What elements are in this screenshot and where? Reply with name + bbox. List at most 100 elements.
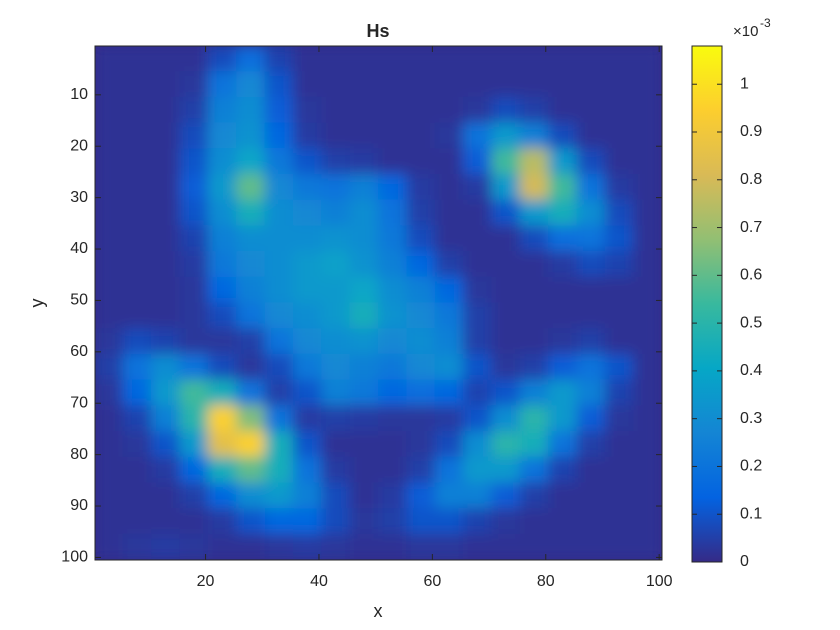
heatmap-cell xyxy=(576,276,606,304)
heatmap-cell xyxy=(604,251,635,278)
heatmap-cell xyxy=(463,328,493,355)
y-tick-label: 60 xyxy=(70,343,88,360)
colorbar-tick-label: 0.7 xyxy=(740,219,762,236)
x-tick-label: 40 xyxy=(310,573,328,590)
heatmap-cell xyxy=(378,533,408,560)
heatmap-cell xyxy=(321,508,351,535)
heatmap-cell xyxy=(95,199,124,227)
heatmap-cell xyxy=(378,148,408,175)
heatmap-cell xyxy=(264,508,294,535)
heatmap-cell xyxy=(576,302,606,330)
heatmap-cell xyxy=(349,456,379,484)
heatmap-cell xyxy=(378,199,408,227)
heatmap-cell xyxy=(434,456,465,484)
heatmap-cell xyxy=(604,71,635,98)
heatmap-cell xyxy=(633,328,662,355)
heatmap-cell xyxy=(122,302,153,330)
heatmap-cell xyxy=(491,482,521,510)
heatmap-cell xyxy=(633,276,662,304)
heatmap-cell xyxy=(604,276,635,304)
heatmap-cell xyxy=(264,199,294,227)
heatmap-cell xyxy=(604,353,635,381)
heatmap-cell xyxy=(122,148,153,175)
heatmap-cell xyxy=(406,225,436,253)
heatmap-cell xyxy=(378,276,408,304)
heatmap-cell xyxy=(349,199,379,227)
heatmap-cell xyxy=(519,533,550,560)
heatmap-cell xyxy=(378,328,408,355)
heatmap-cell xyxy=(406,276,436,304)
heatmap-cell xyxy=(406,96,436,124)
heatmap-cell xyxy=(292,225,323,253)
heatmap-cell xyxy=(576,482,606,510)
heatmap-cell xyxy=(519,199,550,227)
heatmap-cell xyxy=(207,251,238,278)
heatmap-cell xyxy=(321,96,351,124)
heatmap-cell xyxy=(179,46,209,73)
heatmap-cell xyxy=(236,353,266,381)
heatmap-cell xyxy=(349,482,379,510)
heatmap-cell xyxy=(378,456,408,484)
heatmap-cell xyxy=(548,533,578,560)
heatmap-cell xyxy=(491,533,521,560)
colorbar-tick-label: 0.8 xyxy=(740,171,762,188)
heatmap-cell xyxy=(207,508,238,535)
heatmap-cell xyxy=(179,122,209,150)
heatmap-cell xyxy=(292,533,323,560)
heatmap-cell xyxy=(236,199,266,227)
heatmap-cell xyxy=(604,482,635,510)
heatmap-cell xyxy=(633,225,662,253)
heatmap-cell xyxy=(95,302,124,330)
heatmap-cell xyxy=(179,328,209,355)
heatmap-cell xyxy=(292,276,323,304)
heatmap-cell xyxy=(264,276,294,304)
colorbar-tick-label: 0.4 xyxy=(740,362,762,379)
heatmap-cell xyxy=(633,533,662,560)
heatmap-cell xyxy=(406,353,436,381)
heatmap-cell xyxy=(122,46,153,73)
heatmap-cell xyxy=(95,508,124,535)
heatmap-cell xyxy=(463,302,493,330)
heatmap-cell xyxy=(236,46,266,73)
heatmap-cell xyxy=(463,353,493,381)
heatmap-cell xyxy=(179,199,209,227)
heatmap-cell xyxy=(378,379,408,407)
heatmap-cell xyxy=(406,174,436,201)
heatmap-cell xyxy=(548,199,578,227)
heatmap-cell xyxy=(349,276,379,304)
heatmap-cell xyxy=(179,71,209,98)
y-tick-label: 30 xyxy=(70,189,88,206)
heatmap-cell xyxy=(491,353,521,381)
heatmap-cell xyxy=(292,508,323,535)
heatmap-cell xyxy=(122,225,153,253)
heatmap-cell xyxy=(264,533,294,560)
heatmap-cell xyxy=(321,276,351,304)
heatmap-cell xyxy=(349,328,379,355)
heatmap-cell xyxy=(236,508,266,535)
heatmap-cell xyxy=(576,96,606,124)
heatmap-cell xyxy=(207,276,238,304)
heatmap-cell xyxy=(378,71,408,98)
heatmap-cell xyxy=(151,276,181,304)
heatmap-cell xyxy=(179,508,209,535)
heatmap-cell xyxy=(519,328,550,355)
heatmap-cell xyxy=(576,431,606,458)
heatmap-cell xyxy=(179,379,209,407)
heatmap-cell xyxy=(548,482,578,510)
heatmap-cell xyxy=(406,71,436,98)
heatmap-cell xyxy=(434,174,465,201)
heatmap-cell xyxy=(292,174,323,201)
heatmap-cell xyxy=(179,276,209,304)
heatmap-cell xyxy=(633,96,662,124)
y-axis-label: y xyxy=(27,299,47,308)
heatmap-cell xyxy=(633,122,662,150)
heatmap-cell xyxy=(95,405,124,432)
colorbar-tick-label: 0.5 xyxy=(740,314,762,331)
heatmap-cell xyxy=(576,174,606,201)
heatmap-cell xyxy=(633,71,662,98)
heatmap-cell xyxy=(151,225,181,253)
heatmap-cell xyxy=(95,482,124,510)
heatmap-cell xyxy=(349,122,379,150)
heatmap-cell xyxy=(548,405,578,432)
heatmap-cell xyxy=(292,71,323,98)
